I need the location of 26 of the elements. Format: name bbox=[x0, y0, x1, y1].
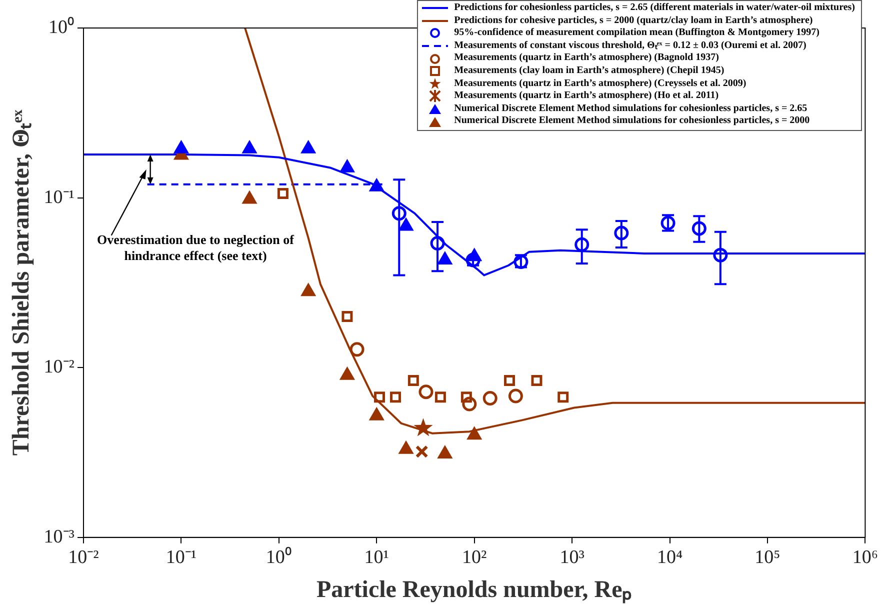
legend-label: Predictions for cohesionless particles, s = 2.65 (different materials in water/water-oil mixtures) bbox=[454, 2, 855, 15]
x-tick-label: 10³ bbox=[560, 546, 585, 568]
y-tick-label: 10⁻² bbox=[44, 356, 75, 378]
legend-label: Measurements of constant viscous threshold, Θₜᵉˣ = 0.12 ± 0.03 (Ouremi et al. 2007) bbox=[454, 40, 806, 52]
x-tick-label: 10² bbox=[462, 546, 487, 568]
x-tick-label: 10⁰ bbox=[266, 546, 292, 568]
x-tick-label: 10⁶ bbox=[852, 546, 878, 568]
legend-label: Measurements (quartz in Earth’s atmosphere) (Bagnold 1937) bbox=[454, 52, 719, 65]
legend-label: Measurements (clay loam in Earth’s atmosphere) (Chepil 1945) bbox=[454, 64, 724, 78]
x-axis-title: Particle Reynolds number, Reₚ bbox=[316, 576, 632, 604]
x-tick-label: 10¹ bbox=[364, 546, 390, 568]
annotation: Overestimation due to neglection of hindrance effect (see text) bbox=[97, 232, 295, 263]
legend-label: Numerical Discrete Element Method simulations for cohesionless particles, s = 2000 bbox=[454, 115, 810, 128]
x-tick-label: 10⁴ bbox=[656, 546, 683, 568]
x-tick-label: 10⁻² bbox=[68, 546, 100, 568]
legend-label: 95%-confidence of measurement compilation mean (Buffington & Montgomery 1997) bbox=[454, 27, 820, 40]
legend-label: Measurements (quartz in Earth’s atmosphere) (Creyssels et al. 2009) bbox=[454, 78, 746, 90]
legend-label: Predictions for cohesive particles, s = 2000 (quartz/clay loam in Earth’s atmosphere) bbox=[454, 14, 813, 28]
y-tick-label: 10⁻³ bbox=[44, 526, 75, 548]
y-tick-label: 10⁻¹ bbox=[44, 186, 75, 208]
x-tick-label: 10⁻¹ bbox=[166, 546, 197, 568]
legend-label: Numerical Discrete Element Method simulations for cohesionless particles, s = 2.65 bbox=[454, 102, 808, 116]
y-axis-title: Threshold Shields parameter, Θₜᵉˣ bbox=[8, 110, 35, 456]
x-tick-label: 10⁵ bbox=[754, 546, 780, 568]
legend-label: Measurements (quartz in Earth’s atmosphere) (Ho et al. 2011) bbox=[454, 90, 719, 103]
y-tick-label: 10⁰ bbox=[48, 16, 74, 38]
